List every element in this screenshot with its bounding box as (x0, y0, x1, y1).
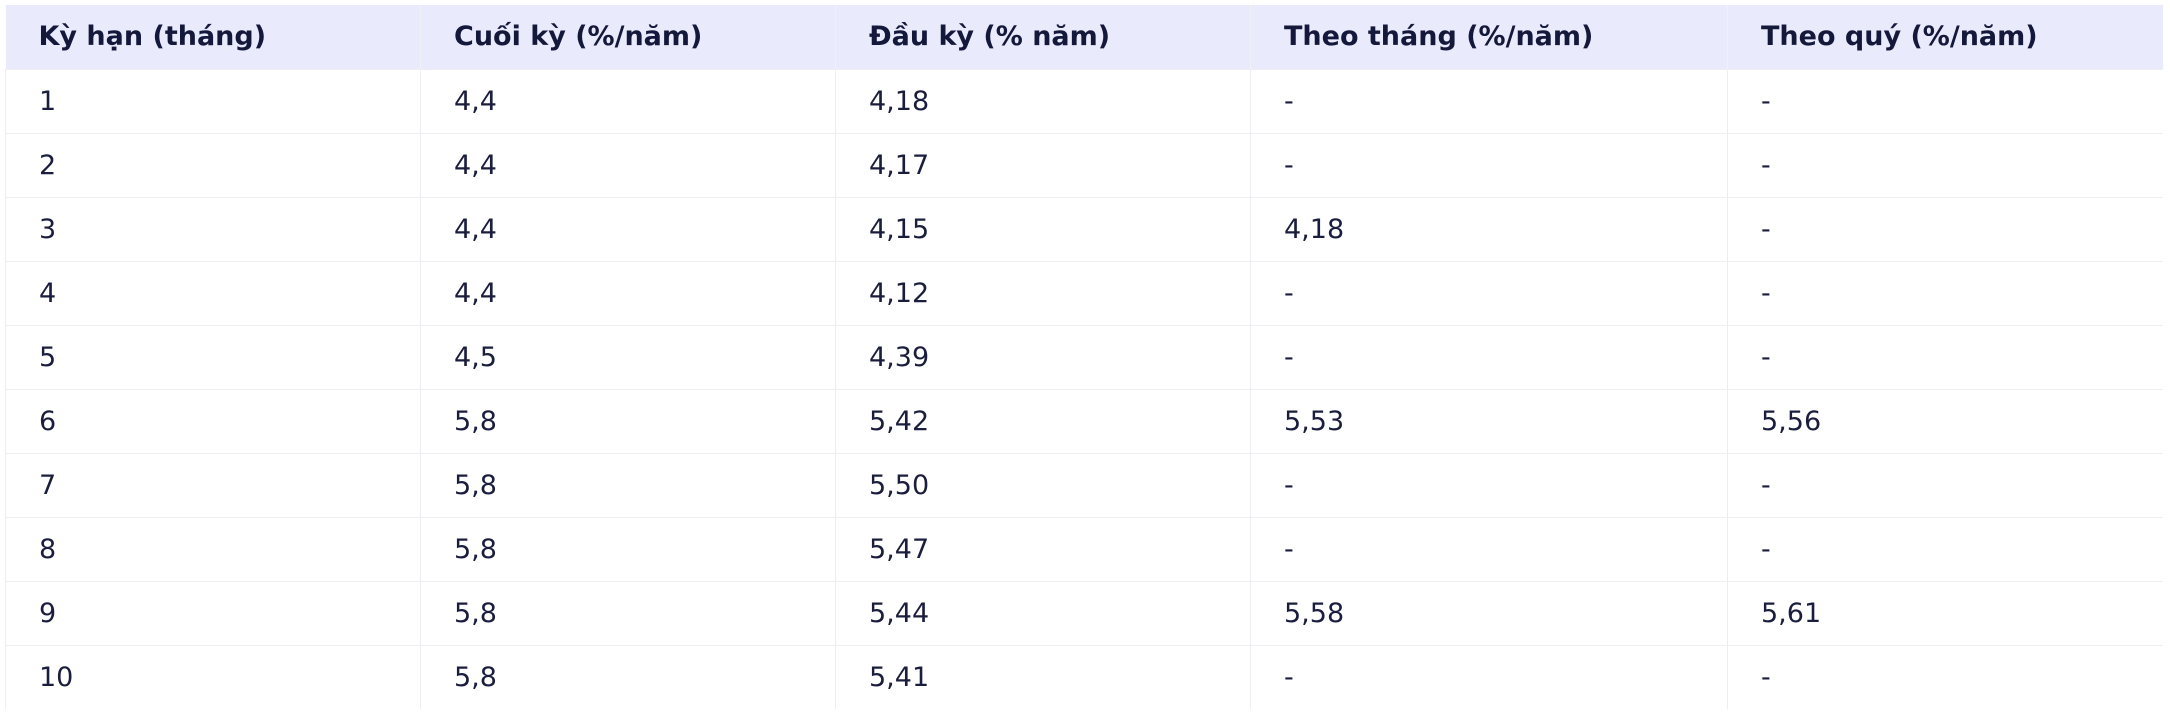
term-cell: 7 (5, 452, 421, 517)
start-of-term-rate-cell: 4,17 (835, 132, 1251, 197)
end-of-term-rate-cell: 4,4 (420, 260, 836, 325)
quarterly-rate-cell: - (1727, 260, 2163, 325)
quarterly-rate-cell: 5,61 (1727, 580, 2163, 645)
end-of-term-rate-cell: 5,8 (420, 388, 836, 453)
start-of-term-rate-cell: 4,18 (835, 68, 1251, 133)
term-cell: 8 (5, 516, 421, 581)
table-row: 5 4,5 4,39- - (5, 324, 2163, 389)
quarterly-rate-cell: - (1727, 196, 2163, 261)
start-of-term-rate-cell: 5,42 (835, 388, 1251, 453)
end-of-term-rate-cell: 4,4 (420, 132, 836, 197)
table-row: 2 4,4 4,17- - (5, 132, 2163, 197)
table-body: 1 4,4 4,18- -2 4,4 4,17- -3 4,4 4,15 4,18-4 4,4 4,1… (5, 68, 2163, 709)
end-of-term-rate-cell: 4,4 (420, 196, 836, 261)
table-row: 9 5,8 5,44 5,58 5,61 (5, 580, 2163, 645)
table-header-row: Kỳ hạn (tháng) Cuối kỳ (%/năm) Đầu kỳ (%… (5, 5, 2163, 69)
quarterly-rate-cell: - (1727, 452, 2163, 517)
quarterly-rate-cell: - (1727, 516, 2163, 581)
table-row: 1 4,4 4,18- - (5, 68, 2163, 133)
end-of-term-rate-cell: 4,5 (420, 324, 836, 389)
column-header-monthly: Theo tháng (%/năm) (1250, 5, 1728, 69)
quarterly-rate-cell: - (1727, 324, 2163, 389)
column-header-start-of-term: Đầu kỳ (% năm) (835, 5, 1251, 69)
monthly-rate-cell: 5,53 (1250, 388, 1728, 453)
table-row: 7 5,8 5,50- - (5, 452, 2163, 517)
interest-rate-table-container: Kỳ hạn (tháng) Cuối kỳ (%/năm) Đầu kỳ (%… (5, 5, 2163, 721)
monthly-rate-cell: - (1250, 644, 1728, 709)
monthly-rate-cell: - (1250, 68, 1728, 133)
interest-rate-table: Kỳ hạn (tháng) Cuối kỳ (%/năm) Đầu kỳ (%… (5, 5, 2163, 709)
table-header: Kỳ hạn (tháng) Cuối kỳ (%/năm) Đầu kỳ (%… (5, 5, 2163, 69)
table-row: 6 5,8 5,42 5,53 5,56 (5, 388, 2163, 453)
term-cell: 9 (5, 580, 421, 645)
start-of-term-rate-cell: 4,15 (835, 196, 1251, 261)
start-of-term-rate-cell: 4,12 (835, 260, 1251, 325)
monthly-rate-cell: - (1250, 324, 1728, 389)
table-row: 8 5,8 5,47- - (5, 516, 2163, 581)
term-cell: 3 (5, 196, 421, 261)
start-of-term-rate-cell: 5,41 (835, 644, 1251, 709)
term-cell: 2 (5, 132, 421, 197)
quarterly-rate-cell: - (1727, 132, 2163, 197)
end-of-term-rate-cell: 5,8 (420, 516, 836, 581)
column-header-term: Kỳ hạn (tháng) (5, 5, 421, 69)
end-of-term-rate-cell: 5,8 (420, 580, 836, 645)
term-cell: 6 (5, 388, 421, 453)
quarterly-rate-cell: - (1727, 644, 2163, 709)
term-cell: 1 (5, 68, 421, 133)
end-of-term-rate-cell: 5,8 (420, 644, 836, 709)
term-cell: 4 (5, 260, 421, 325)
start-of-term-rate-cell: 5,47 (835, 516, 1251, 581)
end-of-term-rate-cell: 4,4 (420, 68, 836, 133)
term-cell: 5 (5, 324, 421, 389)
term-cell: 10 (5, 644, 421, 709)
table-row: 3 4,4 4,15 4,18- (5, 196, 2163, 261)
monthly-rate-cell: - (1250, 132, 1728, 197)
column-header-end-of-term: Cuối kỳ (%/năm) (420, 5, 836, 69)
start-of-term-rate-cell: 5,50 (835, 452, 1251, 517)
start-of-term-rate-cell: 5,44 (835, 580, 1251, 645)
column-header-quarterly: Theo quý (%/năm) (1761, 21, 2038, 53)
table-row: 10 5,8 5,41- - (5, 644, 2163, 709)
monthly-rate-cell: 5,58 (1250, 580, 1728, 645)
end-of-term-rate-cell: 5,8 (420, 452, 836, 517)
quarterly-rate-cell: 5,56 (1727, 388, 2163, 453)
monthly-rate-cell: - (1250, 452, 1728, 517)
monthly-rate-cell: - (1250, 516, 1728, 581)
quarterly-rate-cell: - (1727, 68, 2163, 133)
monthly-rate-cell: 4,18 (1250, 196, 1728, 261)
monthly-rate-cell: - (1250, 260, 1728, 325)
start-of-term-rate-cell: 4,39 (835, 324, 1251, 389)
table-row: 4 4,4 4,12- - (5, 260, 2163, 325)
